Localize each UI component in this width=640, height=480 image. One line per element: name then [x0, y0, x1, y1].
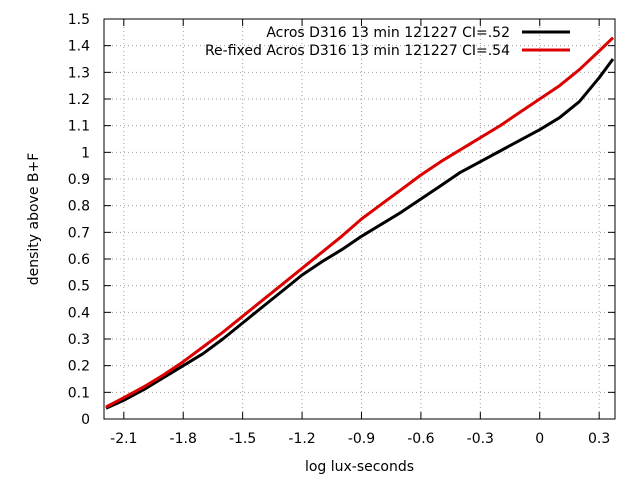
y-tick-label: 0.6	[68, 252, 90, 268]
y-tick-label: 0.1	[68, 385, 90, 401]
y-tick-label: 1.2	[68, 92, 90, 108]
y-tick-labels: 0 0.1 0.2 0.3 0.4 0.5 0.6 0.7 0.8 0.9 1 1.1 1.2 1.3 1.…	[68, 12, 90, 428]
x-tick-label: -1.2	[288, 431, 315, 447]
y-axis-label: density above B+F	[26, 153, 42, 286]
x-tick-label: 0.3	[588, 431, 610, 447]
x-tick-label: -0.6	[407, 431, 434, 447]
y-tick-label: 0.9	[68, 172, 90, 188]
axis-ticks	[104, 18, 615, 420]
x-tick-label: -1.8	[170, 431, 197, 447]
y-tick-label: 1.5	[68, 12, 90, 28]
y-tick-label: 1	[81, 145, 90, 161]
y-tick-label: 0.2	[68, 359, 90, 375]
y-tick-label: 0	[81, 412, 90, 428]
plot-frame	[103, 18, 616, 420]
y-tick-label: 0.8	[68, 199, 90, 215]
y-tick-label: 1.1	[68, 119, 90, 135]
series-line-2	[105, 36, 615, 409]
x-tick-label: -1.5	[229, 431, 256, 447]
legend-label-1: Acros D316 13 min 121227 CI=.52	[266, 25, 510, 41]
x-tick-label: -2.1	[110, 431, 137, 447]
y-tick-label: 0.7	[68, 225, 90, 241]
x-tick-label: -0.3	[467, 431, 494, 447]
y-tick-label: 1.3	[68, 65, 90, 81]
x-tick-labels: -2.1 -1.8 -1.5 -1.2 -0.9 -0.6 -0.3 0 0.3	[110, 431, 610, 447]
x-tick-label: 0	[535, 431, 544, 447]
y-tick-label: 1.4	[68, 39, 90, 55]
y-tick-label: 0.3	[68, 332, 90, 348]
y-tick-label: 0.5	[68, 279, 90, 295]
x-tick-label: -0.9	[348, 431, 375, 447]
x-axis-label: log lux-seconds	[305, 459, 414, 475]
legend: Acros D316 13 min 121227 CI=.52 Re-fixed …	[205, 25, 570, 59]
series-lines	[105, 36, 615, 410]
legend-label-2: Re-fixed Acros D316 13 min 121227 CI=.54	[205, 43, 510, 59]
y-tick-label: 0.4	[68, 305, 90, 321]
series-line-1	[105, 58, 615, 410]
